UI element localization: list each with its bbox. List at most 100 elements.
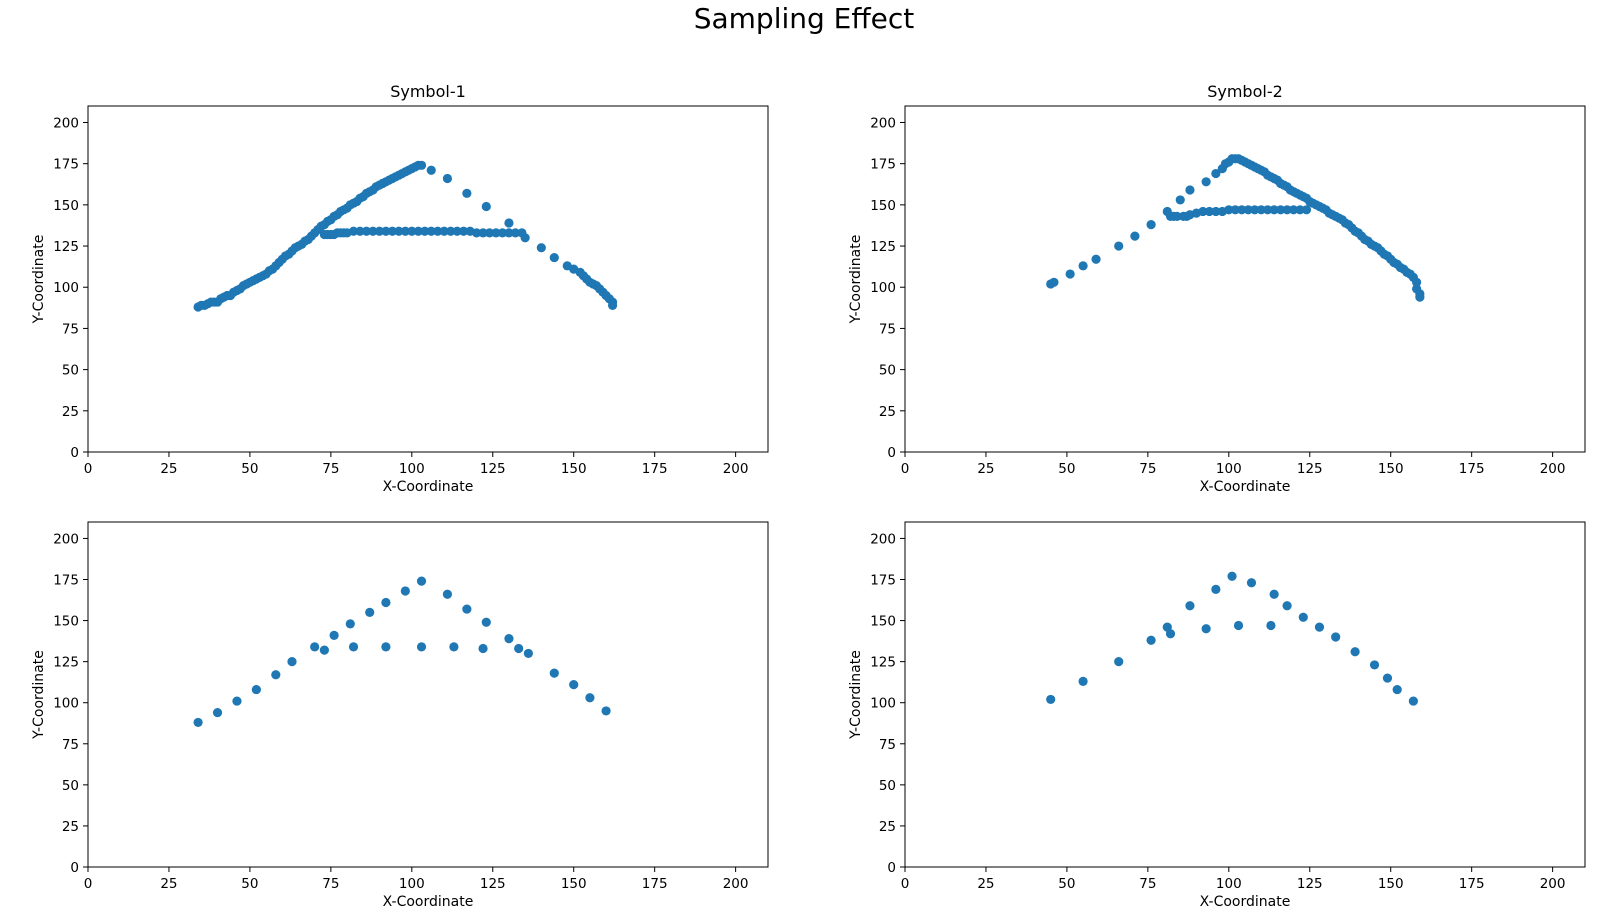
data-point — [1165, 629, 1176, 639]
data-point — [1412, 277, 1422, 287]
data-point — [1276, 205, 1286, 215]
x-tick-label: 150 — [561, 876, 587, 892]
data-point — [1243, 205, 1253, 215]
data-point — [462, 604, 472, 614]
x-tick-label: 200 — [1540, 876, 1566, 892]
data-point — [510, 228, 521, 238]
y-tick-label: 0 — [70, 445, 79, 461]
x-tick-label: 50 — [1058, 461, 1075, 477]
x-tick-label: 75 — [322, 876, 339, 892]
data-point — [407, 226, 417, 236]
data-point — [1269, 589, 1279, 599]
y-tick-label: 25 — [62, 404, 79, 420]
x-tick-label: 125 — [480, 461, 506, 477]
y-tick-label: 200 — [870, 531, 896, 547]
data-point — [1211, 584, 1221, 594]
data-point — [449, 642, 459, 652]
data-point — [569, 680, 579, 690]
chart-panel-2: 0 25 50 75 100 125 150 175 200 0 25 50 75 100 125 150 17… — [848, 82, 1586, 495]
data-point — [1146, 635, 1156, 645]
data-point — [484, 228, 495, 238]
x-tick-label: 25 — [160, 876, 177, 892]
y-tick-label: 0 — [887, 445, 896, 461]
y-tick-label: 150 — [870, 614, 896, 630]
x-tick-label: 150 — [1378, 461, 1404, 477]
data-point — [504, 634, 514, 644]
data-point — [416, 576, 427, 586]
x-tick-label: 100 — [1216, 876, 1242, 892]
data-point — [212, 707, 223, 718]
data-point — [1114, 657, 1124, 667]
data-point — [420, 226, 430, 236]
y-tick-label: 25 — [62, 819, 79, 835]
x-tick-label: 0 — [901, 461, 910, 477]
data-point — [348, 642, 359, 652]
data-point — [459, 226, 469, 236]
y-tick-label: 25 — [879, 404, 896, 420]
y-tick-label: 0 — [887, 860, 896, 876]
data-point — [446, 226, 456, 236]
x-tick-label: 25 — [977, 461, 994, 477]
data-point — [1350, 647, 1360, 657]
data-point — [439, 226, 449, 236]
data-point — [1146, 220, 1156, 230]
y-tick-label: 25 — [879, 819, 896, 835]
data-point — [1382, 673, 1393, 683]
x-tick-label: 150 — [1378, 876, 1404, 892]
x-tick-label: 200 — [723, 461, 749, 477]
y-axis-label: Y-Coordinate — [31, 235, 47, 325]
data-point — [319, 645, 329, 655]
x-tick-label: 25 — [160, 461, 177, 477]
x-tick-label: 200 — [723, 876, 749, 892]
y-tick-label: 100 — [870, 280, 896, 296]
data-point — [497, 228, 508, 238]
x-tick-label: 125 — [480, 876, 506, 892]
data-point — [1282, 205, 1292, 215]
chart-panel-1: 0 25 50 75 100 125 150 175 200 0 25 50 75 100 125 150 17… — [31, 82, 769, 495]
data-point — [416, 160, 427, 170]
data-point — [601, 706, 611, 716]
data-point — [1331, 632, 1341, 642]
x-tick-label: 50 — [241, 461, 258, 477]
y-tick-label: 175 — [870, 573, 896, 589]
chart-panel-3: 0 25 50 75 100 125 150 175 200 0 25 50 75 100 125 150 17… — [31, 521, 769, 910]
data-point — [348, 226, 359, 236]
data-point — [504, 218, 514, 228]
data-point — [1269, 205, 1279, 215]
data-point — [394, 226, 404, 236]
data-point — [607, 300, 618, 310]
y-tick-label: 100 — [53, 696, 79, 712]
axes-frame — [904, 105, 1586, 453]
data-point — [523, 648, 533, 659]
data-point — [481, 201, 491, 212]
data-point — [416, 642, 427, 652]
data-point — [478, 643, 488, 654]
y-tick-label: 75 — [879, 737, 896, 753]
x-tick-label: 25 — [977, 876, 994, 892]
x-tick-label: 0 — [901, 876, 910, 892]
data-point — [193, 717, 203, 728]
x-tick-label: 0 — [84, 461, 93, 477]
figure-title: Sampling Effect — [693, 2, 915, 35]
x-axis-label: X-Coordinate — [1200, 479, 1291, 495]
y-tick-label: 125 — [53, 655, 79, 671]
x-tick-label: 175 — [1459, 461, 1485, 477]
y-tick-label: 175 — [870, 157, 896, 173]
data-point — [400, 586, 410, 596]
y-axis-label: Y-Coordinate — [848, 650, 864, 740]
data-point — [536, 243, 546, 253]
data-point — [1211, 206, 1221, 217]
data-point — [478, 228, 488, 238]
data-point — [368, 226, 378, 236]
y-tick-label: 175 — [53, 573, 79, 589]
data-point — [381, 226, 391, 236]
x-tick-label: 50 — [1058, 876, 1075, 892]
data-point — [1227, 571, 1237, 581]
data-point — [271, 670, 281, 680]
y-axis-label: Y-Coordinate — [848, 235, 864, 325]
y-tick-label: 50 — [879, 363, 896, 379]
data-point — [1114, 241, 1124, 251]
data-point — [481, 617, 491, 627]
y-axis-label: Y-Coordinate — [31, 650, 47, 740]
data-point — [413, 226, 423, 236]
